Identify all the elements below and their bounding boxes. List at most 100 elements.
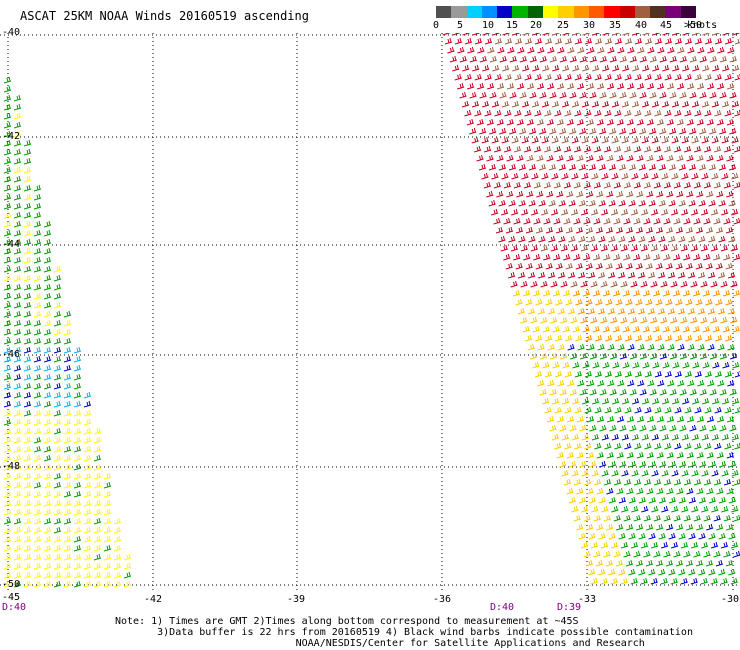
wind-barb — [676, 154, 684, 162]
wind-barb — [493, 217, 501, 225]
wind-barb — [731, 136, 739, 144]
wind-barb — [688, 235, 696, 243]
wind-barb — [669, 127, 677, 135]
wind-barb — [564, 442, 572, 450]
wind-barb — [33, 463, 42, 471]
wind-barb — [618, 496, 627, 504]
wind-barb — [73, 463, 82, 471]
scale-swatch — [466, 6, 482, 18]
wind-barb — [714, 442, 722, 450]
wind-barb — [83, 463, 92, 471]
wind-barb — [537, 379, 545, 387]
wind-barb — [73, 400, 82, 408]
wind-barb — [719, 424, 727, 432]
wind-barb — [722, 361, 730, 369]
wind-barb — [562, 325, 570, 333]
wind-barb — [33, 508, 42, 516]
wind-barb — [704, 406, 712, 414]
wind-barb — [687, 379, 695, 387]
wind-barb — [517, 307, 526, 315]
wind-barb — [706, 154, 714, 162]
wind-barb — [572, 289, 581, 297]
wind-barb — [696, 118, 704, 126]
wind-barb — [83, 490, 92, 498]
wind-barb — [501, 100, 510, 108]
wind-barb — [3, 499, 12, 507]
wind-barb — [616, 118, 624, 126]
wind-barb — [711, 433, 720, 441]
wind-barb — [506, 82, 515, 90]
wind-barb — [600, 280, 608, 288]
wind-barb — [626, 154, 634, 162]
wind-barb — [565, 262, 573, 270]
wind-barb — [658, 199, 666, 207]
wind-barb — [608, 199, 616, 207]
wind-barb — [462, 64, 470, 72]
wind-barb — [13, 193, 22, 201]
wind-barb — [23, 193, 32, 201]
wind-barb — [3, 571, 12, 579]
wind-barb — [547, 46, 555, 54]
wind-barb — [545, 298, 553, 306]
wind-barb — [716, 523, 724, 531]
scale-swatch — [604, 6, 620, 18]
wind-barb — [598, 568, 606, 576]
wind-barb — [93, 562, 102, 570]
wind-barb — [23, 544, 32, 552]
wind-barb — [83, 499, 92, 507]
wind-barb — [661, 100, 670, 108]
wind-barb — [665, 298, 673, 306]
wind-barb — [43, 220, 52, 228]
wind-barb — [723, 217, 731, 225]
wind-barb — [516, 118, 524, 126]
wind-barb — [496, 118, 504, 126]
wind-barb — [623, 181, 631, 189]
wind-barb — [711, 469, 719, 477]
wind-barb — [613, 253, 621, 261]
wind-barb — [3, 202, 12, 210]
wind-barb — [33, 409, 42, 417]
wind-barb — [538, 271, 546, 279]
wind-barb — [625, 226, 634, 234]
wind-barb — [661, 208, 669, 216]
wind-barb — [23, 337, 32, 345]
wind-barb — [675, 559, 684, 567]
wind-barb — [512, 33, 520, 36]
wind-barb — [728, 199, 736, 207]
wind-barb — [664, 109, 672, 117]
wind-barb — [561, 433, 570, 441]
wind-barb — [634, 37, 643, 45]
wind-barb — [73, 373, 82, 381]
wind-barb — [725, 559, 734, 567]
wind-barb — [643, 253, 651, 261]
wind-barb — [3, 382, 12, 390]
wind-barb — [648, 271, 656, 279]
wind-barb — [518, 235, 526, 243]
wind-barb — [591, 208, 599, 216]
wind-barb — [632, 289, 641, 297]
wind-barb — [709, 460, 717, 468]
wind-barb — [574, 442, 582, 450]
wind-barb — [692, 289, 701, 297]
wind-barb — [591, 469, 599, 477]
wind-barb — [680, 244, 688, 252]
wind-barb — [506, 154, 514, 162]
wind-barb — [471, 136, 479, 144]
wind-barb — [667, 343, 675, 351]
wind-barb — [659, 91, 667, 99]
scale-swatch — [634, 6, 651, 18]
wind-barb — [655, 298, 663, 306]
wind-barb — [622, 361, 630, 369]
wind-barb — [643, 514, 651, 522]
wind-barb — [3, 328, 12, 336]
wind-barb — [505, 226, 514, 234]
wind-barb — [474, 73, 482, 81]
wind-barb — [733, 181, 740, 189]
wind-barb — [665, 334, 673, 342]
wind-barb — [588, 235, 596, 243]
wind-barb — [577, 307, 586, 315]
wind-barb — [684, 370, 693, 378]
wind-barb — [13, 121, 22, 129]
wind-barb — [708, 532, 716, 540]
wind-barb — [562, 397, 570, 405]
